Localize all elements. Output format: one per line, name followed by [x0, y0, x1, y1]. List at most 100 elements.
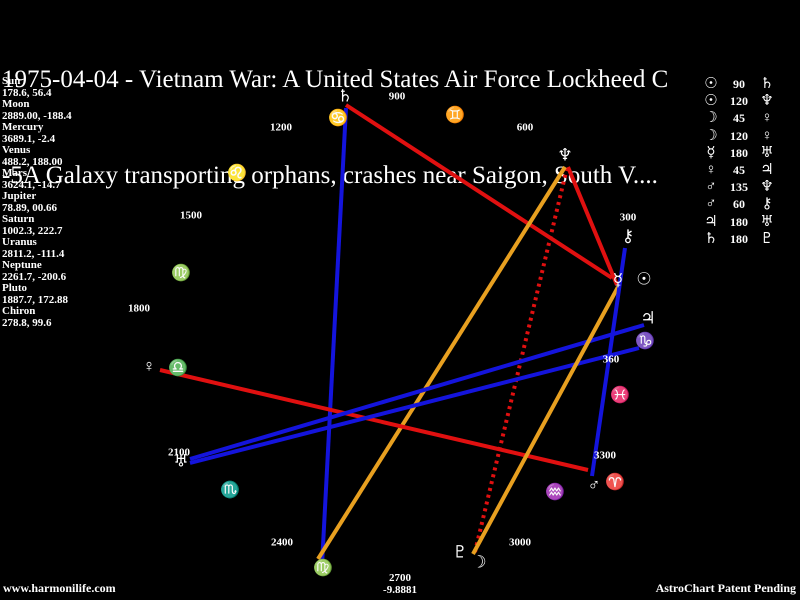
planet-value: 2261.7, -200.6	[2, 270, 67, 283]
aspect-list-panel: ☉ 90 ♄ ☉ 120 ♆ ☽ 45 ♀ ☽ 120 ♀ ☿ 180 ♅ ♀ 45 ♃ ♂ 135 ♆ ♂ 60 ⚷ ♃ 180…	[700, 76, 796, 248]
footer-center-top: 2700	[388, 572, 411, 584]
aspect-row: ☉ 90 ♄	[700, 76, 796, 93]
aspect-lines-svg	[159, 103, 645, 566]
planet-value: 2811.2, -111.4	[2, 247, 65, 260]
aspect-angle: 180	[730, 214, 748, 229]
degree-label: 3300	[594, 449, 616, 462]
footer-center-bottom: -9.8881	[383, 584, 417, 596]
degree-label: 300	[619, 211, 637, 224]
zodiac-sign-icon: ♒	[545, 484, 565, 501]
aspect-body1-icon: ☉	[704, 93, 718, 110]
degree-label: 360	[602, 353, 620, 366]
aspect-body1-icon: ☿	[706, 144, 716, 161]
planet-value: 1002.3, 222.7	[2, 224, 63, 237]
neptune-icon: ♆	[557, 145, 573, 165]
zodiac-sign-icon: ♈	[605, 474, 625, 491]
footer-credit: AstroChart Patent Pending	[655, 581, 796, 595]
venus-icon: ♀	[142, 356, 156, 376]
degree-label: 1800	[128, 302, 150, 315]
planet-value: 3624.1, -14.7	[2, 178, 61, 191]
aspect-angle: 60	[733, 197, 745, 212]
aspect-body2-icon: ♅	[760, 144, 774, 161]
zodiac-sign-icon: ♓	[610, 387, 630, 404]
planet-value: 178.6, 56.4	[2, 86, 52, 99]
aspect-body2-icon: ♆	[760, 179, 774, 196]
zodiac-sign-icon: ♍	[171, 265, 191, 282]
planet-name: Mars	[2, 167, 28, 179]
planet-value: 3689.1, -2.4	[2, 132, 56, 145]
aspect-line	[590, 247, 627, 477]
page-title-line-1: 1975-04-04 - Vietnam War: A United State…	[2, 66, 669, 93]
planet-name: Pluto	[2, 282, 28, 294]
aspect-row: ☿ 180 ♅	[700, 145, 796, 162]
aspect-body2-icon: ♇	[760, 230, 774, 247]
planet-value: 488.2, 188.00	[2, 155, 63, 168]
aspect-line	[159, 368, 589, 472]
planet-name: Neptune	[2, 259, 42, 271]
aspect-line	[189, 346, 640, 465]
planet-name: Sun	[2, 75, 21, 87]
planet-value: 1887.7, 172.88	[2, 293, 68, 306]
aspect-line	[344, 103, 614, 280]
zodiac-sign-icon: ♍	[313, 560, 333, 577]
planet-positions-panel: Sun 178.6, 56.4 Moon 2889.00, -188.4 Mercury…	[2, 75, 122, 329]
zodiac-sign-icon: ♌	[227, 165, 247, 182]
degree-label: 2400	[271, 536, 293, 549]
aspect-row: ♄ 180 ♇	[700, 231, 796, 248]
sun-icon: ☉	[636, 269, 652, 289]
page-title: 1975-04-04 - Vietnam War: A United State…	[0, 0, 800, 256]
aspect-body1-icon: ♀	[705, 161, 717, 178]
page-title-line-2: -5A Galaxy transporting orphans, crashes…	[2, 162, 658, 189]
aspect-angle: 45	[733, 111, 745, 126]
aspect-line	[316, 165, 567, 561]
zodiac-sign-icon: ♏	[220, 482, 240, 499]
aspect-body2-icon: ⚷	[761, 196, 773, 213]
aspect-line	[471, 286, 620, 555]
aspect-line	[566, 166, 619, 286]
aspect-row: ☽ 120 ♀	[700, 128, 796, 145]
aspect-body1-icon: ♄	[704, 230, 718, 247]
zodiac-sign-icon: ♑	[635, 333, 655, 350]
planet-value: 2889.00, -188.4	[2, 109, 72, 122]
aspect-body2-icon: ♅	[760, 213, 774, 230]
zodiac-sign-icon: ♊	[445, 107, 465, 124]
aspect-body1-icon: ♃	[704, 213, 718, 230]
aspect-body1-icon: ♂	[705, 196, 717, 213]
mercury-icon: ☿	[612, 270, 624, 290]
aspect-row: ♂ 60 ⚷	[700, 196, 796, 213]
aspect-body2-icon: ♀	[761, 110, 773, 127]
aspect-row: ♂ 135 ♆	[700, 179, 796, 196]
degree-label: 3000	[509, 536, 531, 549]
aspect-row: ☽ 45 ♀	[700, 110, 796, 127]
footer-website[interactable]: www.harmonilife.com	[3, 581, 116, 595]
degree-label: 1200	[270, 121, 292, 134]
aspect-angle: 180	[730, 231, 748, 246]
aspect-angle: 120	[730, 94, 748, 109]
planet-value: 78.89, 00.66	[2, 201, 57, 214]
aspect-body1-icon: ☽	[704, 110, 718, 127]
uranus-icon: ♅	[173, 451, 189, 471]
planet-name: Saturn	[2, 213, 35, 225]
aspect-row: ☉ 120 ♆	[700, 93, 796, 110]
degree-label: 600	[516, 121, 534, 134]
aspect-row: ♃ 180 ♅	[700, 214, 796, 231]
aspect-angle: 90	[733, 77, 745, 91]
zodiac-sign-icon: ♋	[328, 110, 348, 127]
planet-name: Chiron	[2, 305, 36, 317]
aspect-line	[189, 323, 645, 461]
planet-name: Uranus	[2, 236, 37, 248]
saturn-icon: ♄	[337, 86, 353, 106]
planet-name: Venus	[2, 144, 31, 156]
planet-name: Mercury	[2, 121, 44, 133]
aspect-body1-icon: ☽	[704, 127, 718, 144]
aspect-line	[320, 107, 348, 566]
moon-icon: ☽	[471, 552, 487, 572]
chiron-icon: ⚷	[621, 226, 635, 246]
footer-center-values: 2700 -9.8881	[383, 572, 417, 596]
aspect-body1-icon: ♂	[705, 179, 717, 196]
planet-name: Jupiter	[2, 190, 37, 202]
aspect-row: ♀ 45 ♃	[700, 162, 796, 179]
degree-label: 1500	[180, 209, 202, 222]
aspect-angle: 180	[730, 145, 748, 160]
aspect-body2-icon: ♆	[760, 93, 774, 110]
